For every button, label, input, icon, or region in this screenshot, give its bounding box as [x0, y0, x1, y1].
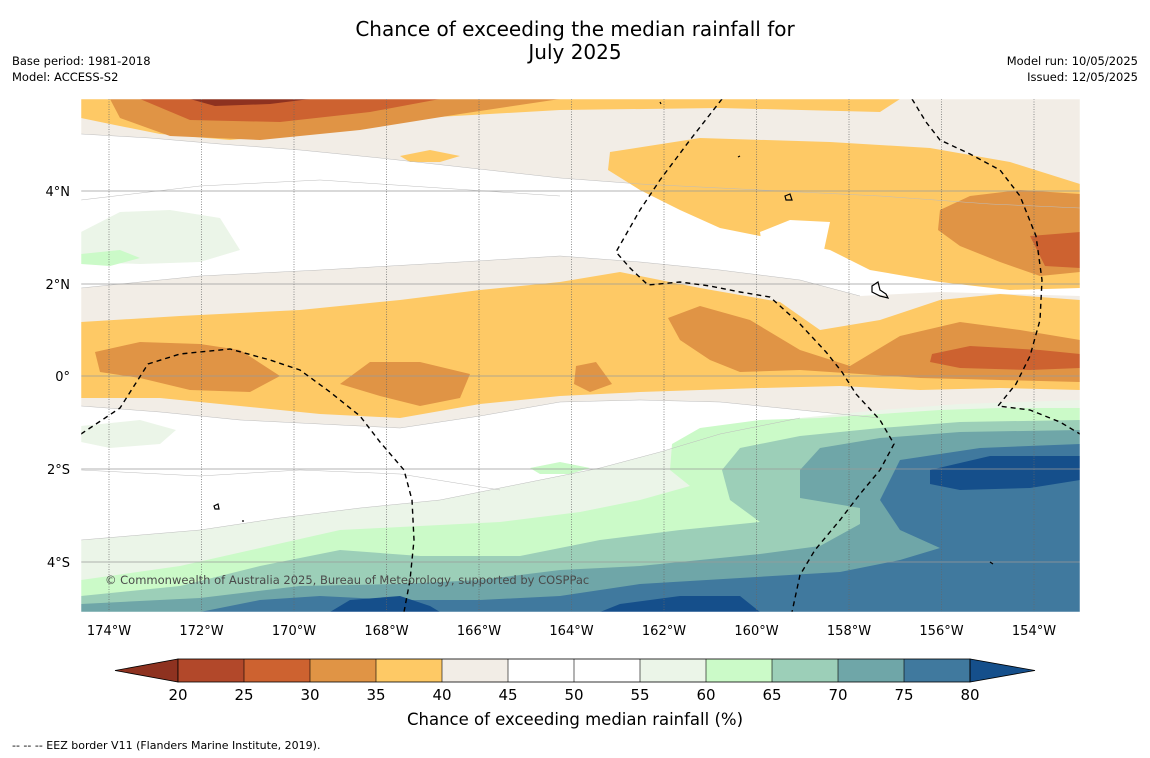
lon-label-172w: 172°W — [179, 624, 223, 639]
colorbar-tick-45: 45 — [498, 686, 517, 704]
colorbar-tick-20: 20 — [168, 686, 187, 704]
colorbar-extend-low — [114, 658, 179, 683]
lon-label-174w: 174°W — [87, 624, 131, 639]
small-orange-blob — [400, 150, 460, 162]
colorbar-seg-45-50 — [508, 659, 574, 682]
island-coastlines — [213, 101, 994, 565]
colorbar-seg-55-60 — [640, 659, 706, 682]
colorbar-seg-40-45 — [442, 659, 508, 682]
lon-label-162w: 162°W — [642, 624, 686, 639]
colorbar-tick-40: 40 — [432, 686, 451, 704]
longitude-gridlines — [108, 99, 1035, 612]
colorbar-tick-60: 60 — [696, 686, 715, 704]
colorbar-tick-70: 70 — [828, 686, 847, 704]
lon-label-164w: 164°W — [549, 624, 593, 639]
colorbar-seg-65-70 — [772, 659, 838, 682]
green-blob-mid — [530, 462, 590, 474]
footer-eez-note: -- -- -- EEZ border V11 (Flanders Marine… — [12, 739, 321, 752]
green-west-south — [81, 420, 176, 448]
title-line-2: July 2025 — [528, 40, 622, 64]
longitude-labels: 174°W 172°W 170°W 168°W 166°W 164°W 162°… — [87, 624, 1056, 639]
colorbar-tick-25: 25 — [234, 686, 253, 704]
colorbar-seg-30-35 — [310, 659, 376, 682]
colorbar-extend-high — [969, 658, 1036, 683]
colorbar-outline — [177, 658, 971, 683]
colorbar-tick-50: 50 — [564, 686, 583, 704]
colorbar-tick-35: 35 — [366, 686, 385, 704]
band-30-35-equator-west — [95, 342, 280, 392]
band-30-35-equator-mid — [340, 362, 470, 406]
band-20-25-north-top — [190, 99, 310, 106]
colorbar-seg-70-75 — [838, 659, 904, 682]
lon-label-158w: 158°W — [827, 624, 871, 639]
colorbar-tick-30: 30 — [300, 686, 319, 704]
base-period-text: Base period: 1981-2018 — [12, 54, 151, 68]
lon-label-160w: 160°W — [734, 624, 778, 639]
colorbar-title: Chance of exceeding median rainfall (%) — [406, 710, 744, 729]
lon-label-156w: 156°W — [919, 624, 963, 639]
lon-label-166w: 166°W — [457, 624, 501, 639]
issued-text: Issued: 12/05/2025 — [1027, 70, 1138, 84]
band-25-30-equator-east — [930, 346, 1080, 370]
colorbar-tick-80: 80 — [960, 686, 979, 704]
eez-border-lines — [81, 99, 1080, 612]
meta-left: Base period: 1981-2018 Model: ACCESS-S2 — [12, 53, 151, 85]
lon-label-170w: 170°W — [272, 624, 316, 639]
band-35-40-equator — [81, 272, 1080, 418]
colorbar-tick-75: 75 — [894, 686, 913, 704]
colorbar-seg-35-40 — [376, 659, 442, 682]
colorbar-seg-75-80 — [904, 659, 970, 682]
green-west — [81, 250, 140, 266]
colorbar-seg-50-55 — [574, 659, 640, 682]
colorbar-seg-20-25 — [178, 659, 244, 682]
band-above-80-south-east — [930, 456, 1080, 490]
orange-darker-north-right — [1030, 232, 1080, 268]
map-title: Chance of exceeding the median rainfall … — [0, 18, 1150, 64]
rainfall-field: © Commonwealth of Australia 2025, Bureau… — [81, 99, 1080, 612]
colorbar-seg-60-65 — [706, 659, 772, 682]
band-70-75-south — [81, 430, 1080, 612]
lat-label-2n: 2°N — [46, 278, 71, 293]
lat-label-4n: 4°N — [46, 185, 71, 200]
lat-label-4s: 4°S — [47, 556, 70, 571]
latitude-labels: 4°N 2°N 0° 2°S 4°S — [46, 185, 71, 571]
colorbar-tick-55: 55 — [630, 686, 649, 704]
band-above-80-south-west — [330, 596, 440, 612]
model-text: Model: ACCESS-S2 — [12, 70, 119, 84]
colorbar: 20 25 30 35 40 45 50 55 60 65 70 75 80 — [114, 658, 1036, 704]
latitude-gridlines — [81, 190, 1080, 563]
lon-label-154w: 154°W — [1012, 624, 1056, 639]
colorbar-tick-65: 65 — [762, 686, 781, 704]
band-above-80-south-mid — [600, 596, 760, 612]
lat-label-2s: 2°S — [47, 463, 70, 478]
orange-blob-north-right — [608, 138, 1080, 290]
title-line-1: Chance of exceeding the median rainfall … — [355, 17, 795, 41]
white-hole-east — [760, 220, 830, 256]
map-frame — [80, 98, 1081, 613]
meta-right: Model run: 10/05/2025 Issued: 12/05/2025 — [1007, 53, 1138, 85]
copyright-text: © Commonwealth of Australia 2025, Bureau… — [105, 573, 589, 587]
band-30-35-equator-small — [574, 362, 612, 392]
lon-label-168w: 168°W — [364, 624, 408, 639]
model-run-text: Model run: 10/05/2025 — [1006, 54, 1138, 68]
colorbar-seg-25-30 — [244, 659, 310, 682]
lat-label-equator: 0° — [55, 370, 70, 385]
